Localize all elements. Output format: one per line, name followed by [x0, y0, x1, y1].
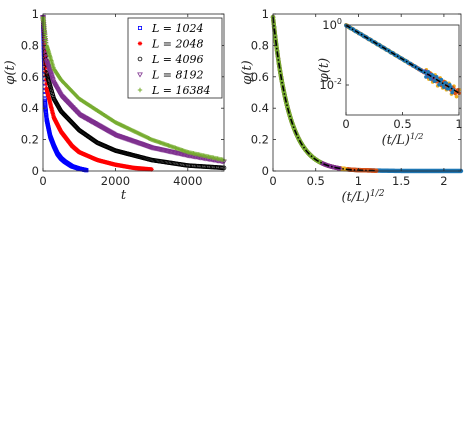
y-tick-label: 1	[262, 7, 269, 21]
axes-frame	[42, 13, 225, 172]
inset-y-tick-label: 10-2	[319, 77, 342, 92]
inset-x-tick-label: 0	[342, 117, 349, 131]
legend-marker	[137, 72, 143, 78]
y-tick-label: 0	[262, 164, 269, 178]
x-tick-label: 0	[39, 174, 46, 188]
x-tick-label: 1	[355, 174, 362, 188]
data-point	[428, 77, 433, 81]
y-tick-label: 0	[32, 164, 39, 178]
y-tick-label: 0.8	[251, 38, 269, 52]
data-point	[44, 81, 49, 87]
inset-x-tick-label: 1	[455, 117, 462, 131]
legend-marker	[137, 41, 143, 46]
y-tick-label: 1	[32, 7, 39, 21]
series-l16384	[270, 14, 323, 165]
y-tick-label: 0.6	[251, 70, 269, 84]
legend-marker	[137, 25, 142, 30]
legend-entry: L = 2048	[151, 38, 204, 51]
data-point	[437, 82, 441, 87]
series-l8192	[40, 15, 227, 165]
y-tick-label: 0.4	[251, 101, 269, 115]
series-l16384	[40, 14, 227, 163]
inset-x-axis-label: (t/L)1/2	[382, 131, 424, 148]
data-point	[431, 73, 435, 78]
data-point	[426, 70, 431, 74]
inset-chart: 0 0.5 1 100 10-2 (t/L)1/2 φ(t)	[317, 17, 463, 148]
x-axis-label: t	[121, 188, 127, 203]
y-tick-label: 0.4	[21, 101, 39, 115]
data-point	[442, 85, 446, 90]
x-axis-label: (t/L)1/2	[341, 189, 384, 205]
data-point	[43, 55, 50, 61]
data-point	[41, 35, 47, 40]
data-point	[434, 75, 439, 79]
y-axis-label: φ(t)	[240, 60, 255, 84]
data-point	[450, 90, 454, 95]
legend-marker	[137, 56, 143, 62]
data-point	[43, 65, 48, 70]
y-tick-label: 0.2	[21, 133, 39, 147]
y-tick-label: 0.2	[251, 133, 269, 147]
data-point	[454, 94, 459, 99]
y-tick-label: 0.6	[21, 70, 39, 84]
legend-entry: L = 16384	[151, 84, 211, 97]
inset-y-axis-label: φ(t)	[317, 58, 332, 82]
x-tick-label: 4000	[173, 174, 202, 188]
x-tick-label: 2	[440, 174, 447, 188]
legend-marker	[137, 87, 143, 93]
data-point	[439, 77, 444, 82]
inset-fit-line	[345, 24, 460, 94]
x-tick-label: 0	[269, 174, 276, 188]
data-point	[43, 61, 48, 67]
data-point	[343, 166, 348, 172]
legend: L = 1024 L = 2048 L = 4096 L = 8192 L = 1638…	[127, 17, 223, 99]
data-point	[84, 168, 89, 173]
inset-y-tick-label: 100	[322, 17, 342, 32]
legend-entry: L = 1024	[151, 22, 204, 35]
axes-frame	[272, 13, 462, 172]
data-point	[444, 81, 448, 85]
data-point	[42, 44, 47, 49]
inset-x-tick-label: 0.5	[393, 117, 411, 131]
x-tick-label: 0.5	[307, 174, 325, 188]
x-tick-label: 1.5	[392, 174, 410, 188]
right-chart: 0 0.5 1 1.5 200.20.40.60.81(t/L)1/2φ(t)0 0.5 1…	[240, 7, 464, 205]
legend-entry: L = 4096	[151, 53, 204, 66]
data-point	[42, 41, 47, 46]
data-point	[424, 75, 428, 79]
data-point	[149, 167, 154, 172]
legend-entry: L = 8192	[151, 69, 204, 82]
y-tick-label: 0.8	[21, 38, 39, 52]
x-tick-label: 2000	[101, 174, 130, 188]
y-axis-label: φ(t)	[3, 60, 18, 84]
